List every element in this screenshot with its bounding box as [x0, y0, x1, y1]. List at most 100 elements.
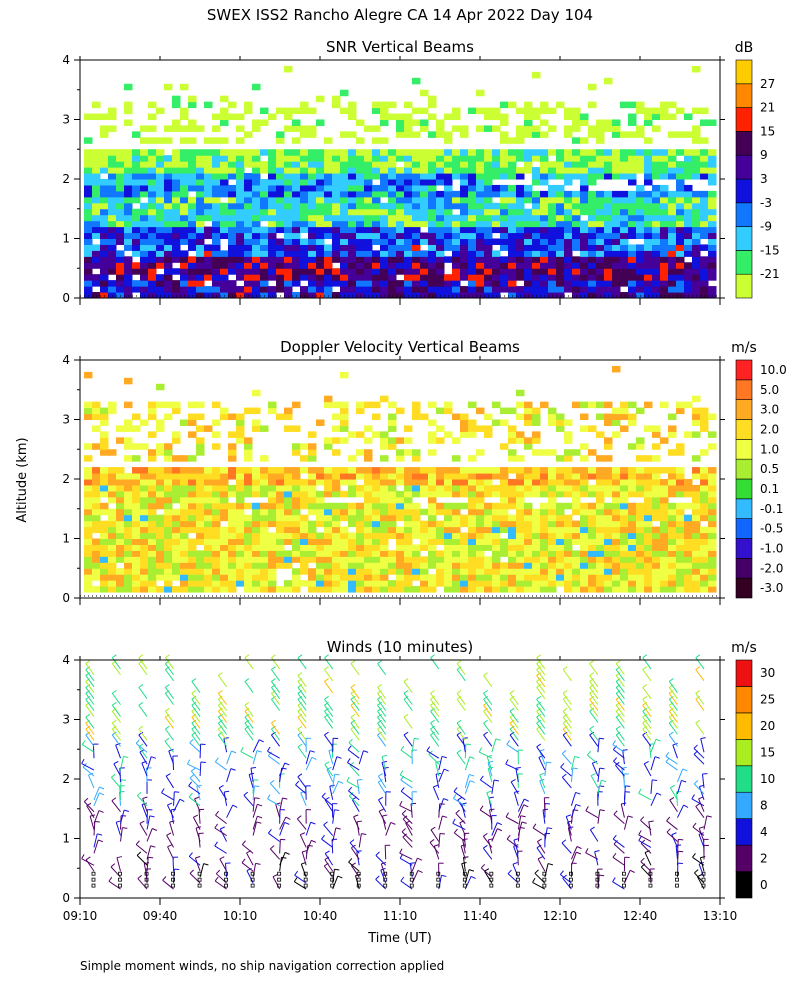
- heatmap-cell: [324, 437, 333, 444]
- heatmap-cell: [636, 490, 645, 498]
- heatmap-cell: [660, 167, 669, 174]
- heatmap-cell: [132, 155, 141, 162]
- wind-barb-flag: [497, 828, 503, 832]
- heatmap-cell: [364, 425, 373, 432]
- heatmap-cell: [460, 550, 469, 557]
- wind-barb-flag: [350, 713, 356, 718]
- heatmap-cell: [428, 556, 437, 563]
- heatmap-cell: [140, 568, 149, 575]
- wind-barb-flag: [324, 666, 329, 670]
- heatmap-cell: [452, 161, 461, 168]
- heatmap-cell: [148, 568, 157, 575]
- heatmap-cell: [180, 161, 189, 168]
- heatmap-cell: [428, 478, 437, 486]
- heatmap-cell: [124, 538, 133, 545]
- heatmap-cell: [212, 586, 221, 593]
- heatmap-cell: [212, 178, 221, 186]
- heatmap-cell: [580, 292, 589, 299]
- heatmap-cell: [580, 274, 589, 281]
- heatmap-cell: [644, 256, 653, 263]
- heatmap-cell: [324, 490, 333, 498]
- heatmap-cell: [196, 502, 205, 510]
- heatmap-cell: [532, 208, 541, 216]
- heatmap-cell: [204, 196, 213, 204]
- heatmap-cell: [348, 149, 357, 156]
- heatmap-cell: [340, 178, 349, 186]
- heatmap-cell: [356, 214, 365, 222]
- heatmap-cell: [284, 280, 293, 287]
- heatmap-cell: [404, 190, 413, 198]
- wind-barb-flag: [294, 870, 299, 876]
- heatmap-cell: [692, 467, 701, 474]
- heatmap-cell: [564, 125, 573, 132]
- heatmap-cell: [676, 407, 685, 415]
- heatmap-cell: [92, 220, 101, 228]
- heatmap-cell: [340, 202, 349, 210]
- heatmap-cell: [124, 226, 133, 234]
- heatmap-cell: [156, 292, 165, 299]
- heatmap-cell: [268, 202, 277, 210]
- heatmap-cell: [148, 467, 157, 474]
- wind-barb-flag: [285, 816, 291, 820]
- heatmap-cell: [492, 280, 501, 287]
- heatmap-cell: [676, 478, 685, 486]
- heatmap-cell: [172, 532, 181, 540]
- heatmap-cell: [580, 184, 589, 192]
- heatmap-cell: [268, 256, 277, 263]
- heatmap-cell: [596, 550, 605, 557]
- heatmap-cell: [452, 437, 461, 444]
- heatmap-cell: [244, 532, 253, 540]
- heatmap-cell: [220, 214, 229, 222]
- heatmap-cell: [564, 473, 573, 480]
- heatmap-cell: [84, 520, 93, 528]
- calm-marker: [383, 883, 388, 888]
- heatmap-cell: [564, 514, 573, 522]
- wind-barb: [332, 809, 335, 824]
- heatmap-cell: [356, 562, 365, 569]
- heatmap-cell: [532, 431, 541, 438]
- heatmap-cell: [604, 526, 613, 534]
- heatmap-cell: [396, 232, 405, 240]
- heatmap-cell: [500, 514, 509, 522]
- heatmap-cell: [428, 178, 437, 186]
- heatmap-cell: [148, 556, 157, 563]
- heatmap-cell: [404, 155, 413, 162]
- heatmap-cell: [516, 202, 525, 210]
- heatmap-cell: [380, 431, 389, 438]
- heatmap-cell: [292, 125, 301, 132]
- heatmap-cell: [524, 149, 533, 156]
- heatmap-cell: [548, 184, 557, 192]
- heatmap-cell: [660, 268, 669, 275]
- heatmap-cell: [652, 580, 661, 587]
- heatmap-cell: [332, 208, 341, 216]
- heatmap-cell: [596, 286, 605, 293]
- heatmap-cell: [636, 280, 645, 287]
- heatmap-cell: [684, 478, 693, 486]
- heatmap-cell: [700, 286, 709, 293]
- heatmap-cell: [420, 155, 429, 162]
- heatmap-cell: [436, 292, 445, 299]
- heatmap-cell: [620, 268, 629, 275]
- wind-barb-flag: [455, 809, 460, 814]
- wind-barb: [167, 846, 175, 860]
- footnote: Simple moment winds, no ship navigation …: [80, 959, 444, 973]
- heatmap-cell: [252, 484, 261, 492]
- heatmap-cell: [516, 184, 525, 192]
- heatmap-cell: [412, 467, 421, 474]
- heatmap-cell: [604, 125, 613, 132]
- heatmap-cell: [164, 208, 173, 216]
- heatmap-cell: [372, 149, 381, 156]
- heatmap-cell: [260, 119, 269, 126]
- heatmap-cell: [524, 413, 533, 421]
- heatmap-cell: [156, 556, 165, 563]
- heatmap-cell: [444, 280, 453, 287]
- heatmap-cell: [204, 532, 213, 540]
- heatmap-cell: [596, 131, 605, 138]
- heatmap-cell: [108, 514, 117, 522]
- heatmap-cell: [244, 514, 253, 522]
- heatmap-cell: [572, 173, 581, 180]
- wind-barb-flag: [478, 747, 482, 753]
- heatmap-cell: [556, 161, 565, 168]
- heatmap-cell: [444, 562, 453, 569]
- heatmap-cell: [628, 568, 637, 575]
